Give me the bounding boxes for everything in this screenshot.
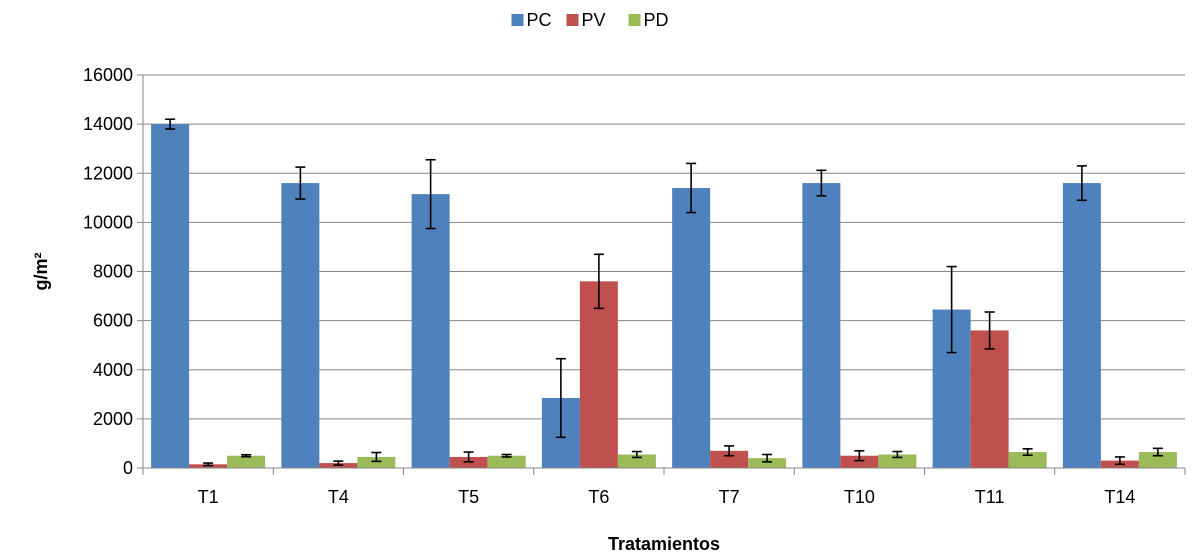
bar-pd-t1 <box>227 455 266 468</box>
error-bar-pd-t10 <box>892 450 903 459</box>
error-bar-pd-t1 <box>241 453 252 458</box>
x-tick-label: T11 <box>975 487 1005 507</box>
error-bar-pc-t6 <box>555 357 566 439</box>
bar-pc-t4 <box>281 183 320 468</box>
error-bar-pc-t14 <box>1076 165 1087 202</box>
legend-item-pv: PV <box>566 10 606 30</box>
error-bar-pd-t7 <box>762 453 773 463</box>
bar-pc-t7 <box>672 187 711 469</box>
bar-pd-t14 <box>1138 452 1177 468</box>
y-tick-label: 10000 <box>83 212 133 232</box>
bar-pd-t5 <box>487 455 526 468</box>
error-bar-pv-t5 <box>463 451 474 463</box>
legend-item-pd: PD <box>628 10 669 30</box>
legend-label: PC <box>527 10 552 30</box>
error-bar-pd-t11 <box>1022 448 1033 457</box>
y-tick-label: 16000 <box>83 65 133 85</box>
y-tick-label: 2000 <box>93 409 133 429</box>
legend-swatch <box>566 14 579 26</box>
x-tick-label: T14 <box>1104 487 1135 507</box>
error-bar-pc-t10 <box>816 169 827 197</box>
error-bar-pc-t4 <box>295 166 306 200</box>
legend-swatch <box>628 14 641 26</box>
error-bar-pc-t7 <box>686 162 697 214</box>
bars <box>151 124 1177 469</box>
y-tick-labels: 0 2000 4000 6000 8000 10000 12000 14000 16000 <box>83 65 143 478</box>
legend-swatch <box>511 14 524 26</box>
error-bar-pv-t1 <box>203 462 214 467</box>
bar-pd-t7 <box>748 458 787 468</box>
bar-pd-t10 <box>878 454 917 468</box>
y-tick-label: 4000 <box>93 360 133 380</box>
error-bar-pv-t14 <box>1114 456 1125 466</box>
bar-pc-t1 <box>151 124 190 468</box>
error-bar-pd-t14 <box>1152 447 1163 457</box>
y-tick-label: 8000 <box>93 262 133 282</box>
x-tick-label: T5 <box>458 487 479 507</box>
error-bar-pd-t5 <box>501 453 512 458</box>
y-tick-label: 12000 <box>83 163 133 183</box>
error-bar-pd-t6 <box>631 450 642 459</box>
error-bar-pv-t4 <box>333 460 344 466</box>
legend-item-pc: PC <box>511 10 552 30</box>
bar-pv-t6 <box>579 281 618 468</box>
error-bars <box>165 118 1163 467</box>
x-tick-label: T4 <box>328 487 349 507</box>
bar-pc-t5 <box>411 194 450 469</box>
error-bar-pc-t1 <box>165 118 176 130</box>
error-bar-pv-t10 <box>854 450 865 462</box>
error-bar-pv-t7 <box>724 445 735 457</box>
error-bar-pv-t11 <box>984 311 995 350</box>
x-axis-title: Tratamientos <box>608 534 720 554</box>
bar-pd-t4 <box>357 456 396 468</box>
bar-pc-t10 <box>802 183 841 468</box>
x-tick-label: T6 <box>588 487 609 507</box>
y-tick-label: 6000 <box>93 311 133 331</box>
error-bar-pv-t6 <box>593 253 604 310</box>
legend: PC PV PD <box>511 10 669 30</box>
bar-pd-t11 <box>1008 452 1047 468</box>
x-tick-labels: T1 T4 T5 T6 T7 T10 T11 T14 <box>142 468 1186 507</box>
legend-label: PV <box>582 10 606 30</box>
error-bar-pc-t11 <box>946 265 957 354</box>
y-tick-label: 14000 <box>83 114 133 134</box>
error-bar-pc-t5 <box>425 158 436 230</box>
bar-pv-t10 <box>840 455 879 468</box>
legend-label: PD <box>644 10 669 30</box>
x-tick-label: T10 <box>844 487 875 507</box>
error-bar-pd-t4 <box>371 451 382 463</box>
y-axis-title: g/m² <box>31 252 51 290</box>
bar-pv-t11 <box>970 330 1009 468</box>
bar-pc-t14 <box>1062 183 1101 468</box>
bar-pv-t7 <box>710 450 749 468</box>
y-tick-label: 0 <box>123 458 133 478</box>
x-tick-label: T1 <box>198 487 219 507</box>
bar-pd-t6 <box>617 454 656 468</box>
x-tick-label: T7 <box>719 487 740 507</box>
